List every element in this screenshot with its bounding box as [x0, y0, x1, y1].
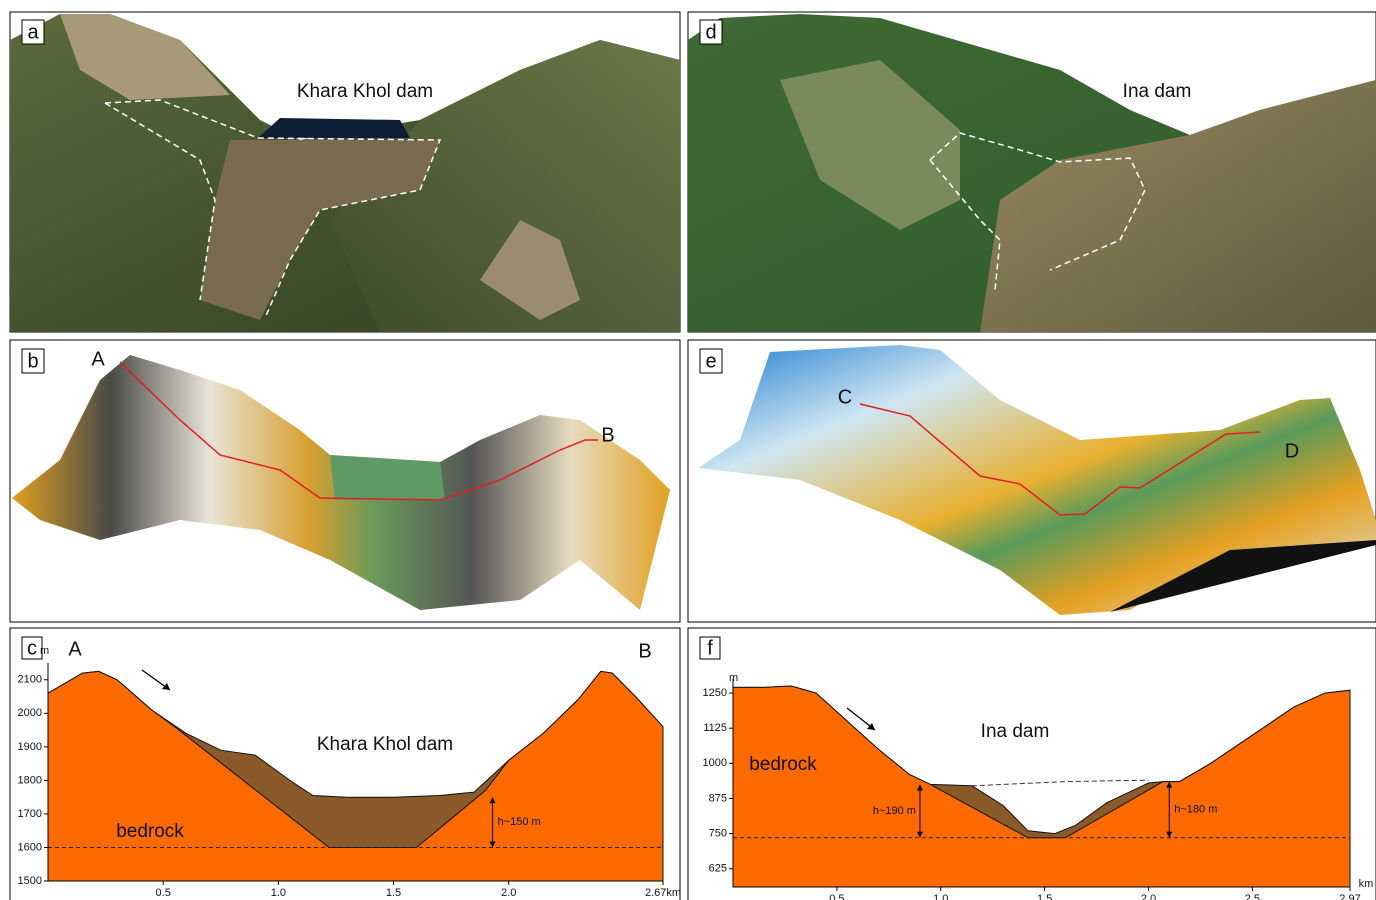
y-unit: m [40, 645, 49, 657]
point-label: B [638, 640, 651, 662]
rock-label: bedrock [749, 754, 817, 775]
point-label: B [601, 424, 614, 446]
x-tick-label: 2.97 [1339, 893, 1360, 900]
page: a Khara Khol dam d Ina dam b A B e C D h… [0, 0, 1376, 900]
point-label: A [68, 638, 82, 660]
x-unit: km [1359, 878, 1374, 890]
panel-label: e [705, 350, 716, 372]
height-label: h~150 m [498, 816, 541, 828]
x-tick-label: 1.5 [386, 887, 401, 899]
panel-label: d [705, 21, 716, 43]
panel-label: a [27, 21, 39, 43]
panel-d: d Ina dam [688, 12, 1376, 332]
chart-title: Ina dam [981, 721, 1050, 742]
height-label: h~190 m [873, 805, 916, 817]
y-tick-label: 1250 [703, 687, 727, 699]
rock-label: bedrock [116, 821, 184, 842]
x-tick-label: 2.5 [1245, 893, 1260, 900]
dam-model [330, 455, 445, 500]
y-unit: m [729, 672, 738, 684]
y-tick-label: 1900 [18, 741, 42, 753]
y-tick-label: 2100 [18, 674, 42, 686]
panel-label: c [27, 637, 37, 659]
y-tick-label: 875 [709, 792, 727, 804]
panel-e: e C D [688, 340, 1376, 622]
panel-a: a Khara Khol dam [10, 12, 680, 332]
x-tick-label: 0.5 [156, 887, 171, 899]
point-label: D [1285, 440, 1299, 462]
x-tick-label: 1.0 [933, 893, 948, 900]
y-tick-label: 625 [709, 863, 727, 875]
point-label: A [91, 348, 105, 370]
x-tick-label: 2.0 [501, 887, 516, 899]
height-label: h~180 m [1174, 804, 1217, 816]
x-tick-label: 0.5 [829, 893, 844, 900]
y-tick-label: 1500 [18, 875, 42, 887]
x-tick-label: 1.5 [1037, 893, 1052, 900]
point-label: C [838, 386, 852, 408]
y-tick-label: 2000 [18, 707, 42, 719]
x-tick-label: 2.67km [645, 887, 681, 899]
panel-b: b A B [10, 340, 680, 622]
y-tick-label: 1000 [703, 757, 727, 769]
panel-label: b [27, 350, 38, 372]
y-tick-label: 1125 [703, 722, 727, 734]
chart-title: Khara Khol dam [317, 734, 453, 755]
figure: a Khara Khol dam d Ina dam b A B e C D h… [0, 0, 1376, 900]
panel-caption: Ina dam [1123, 81, 1192, 102]
panel-caption: Khara Khol dam [297, 81, 433, 102]
y-tick-label: 1800 [18, 774, 42, 786]
panel-label: f [707, 637, 713, 659]
lake [258, 118, 410, 138]
x-tick-label: 2.0 [1141, 893, 1156, 900]
y-tick-label: 750 [709, 828, 727, 840]
x-tick-label: 1.0 [271, 887, 286, 899]
y-tick-label: 1600 [18, 841, 42, 853]
y-tick-label: 1700 [18, 808, 42, 820]
